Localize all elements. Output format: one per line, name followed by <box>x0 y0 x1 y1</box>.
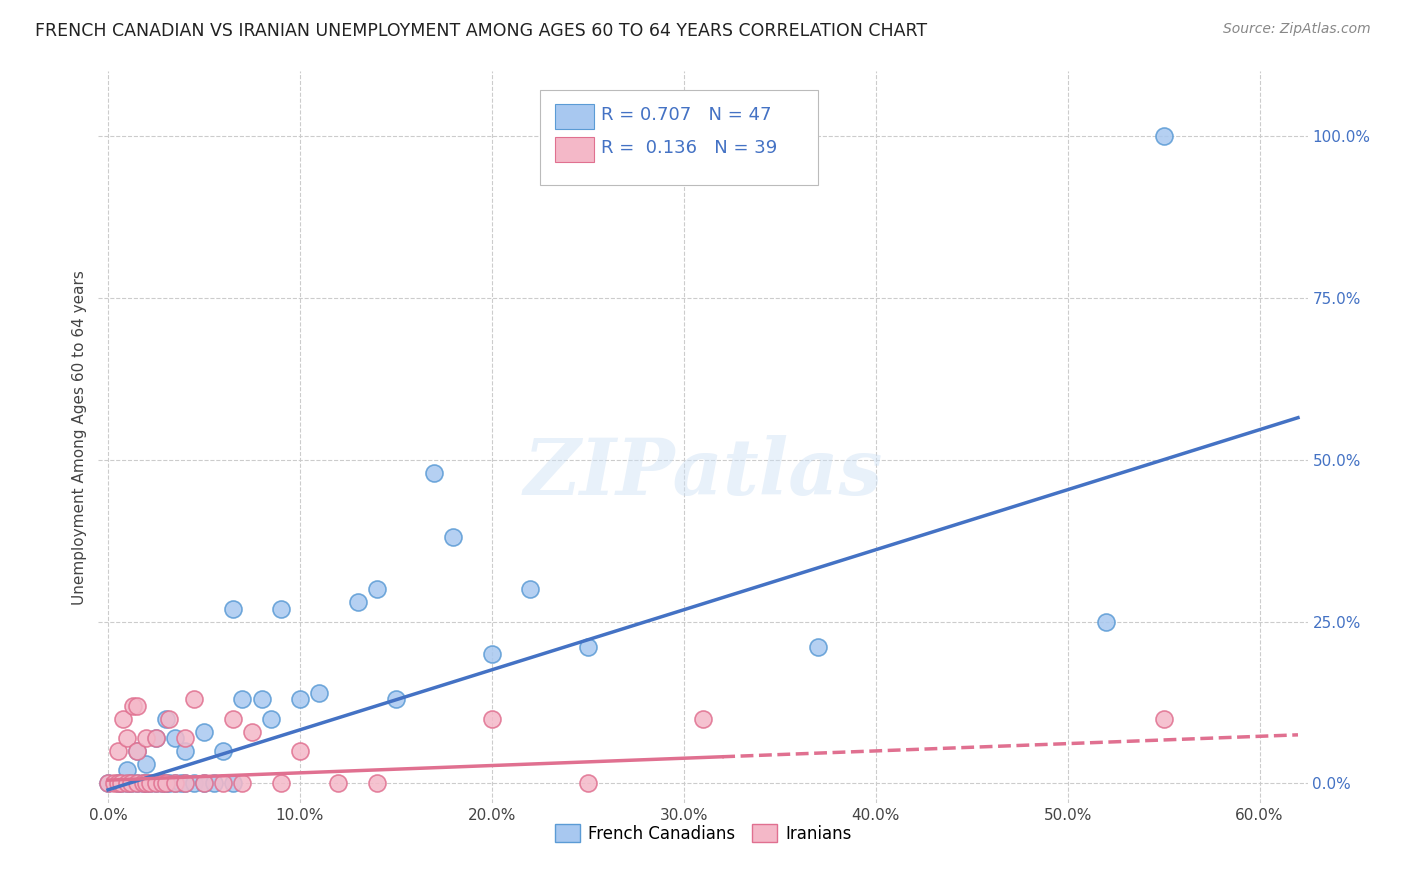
Point <box>193 776 215 790</box>
Legend: French Canadians, Iranians: French Canadians, Iranians <box>548 818 858 849</box>
Point <box>110 776 132 790</box>
Point <box>231 776 253 790</box>
Point <box>1095 615 1118 629</box>
Point <box>202 776 225 790</box>
Point <box>222 776 245 790</box>
Point <box>173 776 195 790</box>
Point <box>135 756 157 771</box>
Y-axis label: Unemployment Among Ages 60 to 64 years: Unemployment Among Ages 60 to 64 years <box>72 269 87 605</box>
Point <box>131 776 153 790</box>
Point <box>107 776 129 790</box>
Point <box>260 712 283 726</box>
Text: R =  0.136   N = 39: R = 0.136 N = 39 <box>602 139 778 157</box>
Text: ZIPatlas: ZIPatlas <box>523 435 883 512</box>
Point <box>115 776 138 790</box>
Point <box>145 776 167 790</box>
Point <box>173 731 195 745</box>
Point <box>103 776 125 790</box>
Point <box>222 712 245 726</box>
Point <box>170 776 193 790</box>
Point <box>125 698 148 713</box>
Point <box>173 776 195 790</box>
Point <box>240 724 263 739</box>
Point <box>173 744 195 758</box>
Point <box>150 776 173 790</box>
Point <box>165 776 187 790</box>
Point <box>115 731 138 745</box>
Point <box>183 692 205 706</box>
Point <box>97 776 120 790</box>
Point <box>115 764 138 778</box>
Point <box>212 776 235 790</box>
FancyBboxPatch shape <box>555 137 595 162</box>
Point <box>288 744 311 758</box>
Point <box>107 744 129 758</box>
Point <box>150 776 173 790</box>
Point <box>139 776 162 790</box>
Point <box>125 776 148 790</box>
Point <box>135 776 157 790</box>
Point <box>481 712 503 726</box>
Point <box>165 731 187 745</box>
Point <box>112 712 135 726</box>
Point <box>807 640 830 655</box>
Point <box>692 712 714 726</box>
Point <box>155 712 177 726</box>
Point <box>193 724 215 739</box>
Point <box>125 776 148 790</box>
Point <box>193 776 215 790</box>
Point <box>576 640 599 655</box>
Point <box>366 582 388 597</box>
Point <box>120 776 142 790</box>
Point <box>346 595 368 609</box>
Point <box>97 776 120 790</box>
Point <box>159 776 181 790</box>
Point <box>131 776 153 790</box>
Point <box>183 776 205 790</box>
Point <box>270 601 292 615</box>
Point <box>481 647 503 661</box>
Point <box>212 744 235 758</box>
Point <box>576 776 599 790</box>
Point <box>145 731 167 745</box>
FancyBboxPatch shape <box>555 104 595 129</box>
FancyBboxPatch shape <box>540 90 818 185</box>
Point <box>122 698 145 713</box>
Point <box>308 686 330 700</box>
Point <box>1153 129 1175 144</box>
Point <box>519 582 541 597</box>
Point <box>250 692 273 706</box>
Point <box>145 776 167 790</box>
Point <box>139 776 162 790</box>
Point <box>155 776 177 790</box>
Point <box>120 776 142 790</box>
Point <box>159 712 181 726</box>
Point <box>423 466 446 480</box>
Point <box>125 744 148 758</box>
Text: Source: ZipAtlas.com: Source: ZipAtlas.com <box>1223 22 1371 37</box>
Text: FRENCH CANADIAN VS IRANIAN UNEMPLOYMENT AMONG AGES 60 TO 64 YEARS CORRELATION CH: FRENCH CANADIAN VS IRANIAN UNEMPLOYMENT … <box>35 22 928 40</box>
Point <box>155 776 177 790</box>
Point <box>125 744 148 758</box>
Text: R = 0.707   N = 47: R = 0.707 N = 47 <box>602 106 772 124</box>
Point <box>288 692 311 706</box>
Point <box>145 731 167 745</box>
Point <box>165 776 187 790</box>
Point <box>135 731 157 745</box>
Point <box>366 776 388 790</box>
Point <box>328 776 350 790</box>
Point <box>443 530 465 544</box>
Point <box>115 776 138 790</box>
Point <box>110 776 132 790</box>
Point <box>385 692 408 706</box>
Point <box>231 692 253 706</box>
Point <box>1153 712 1175 726</box>
Point <box>135 776 157 790</box>
Point <box>222 601 245 615</box>
Point <box>270 776 292 790</box>
Point <box>107 776 129 790</box>
